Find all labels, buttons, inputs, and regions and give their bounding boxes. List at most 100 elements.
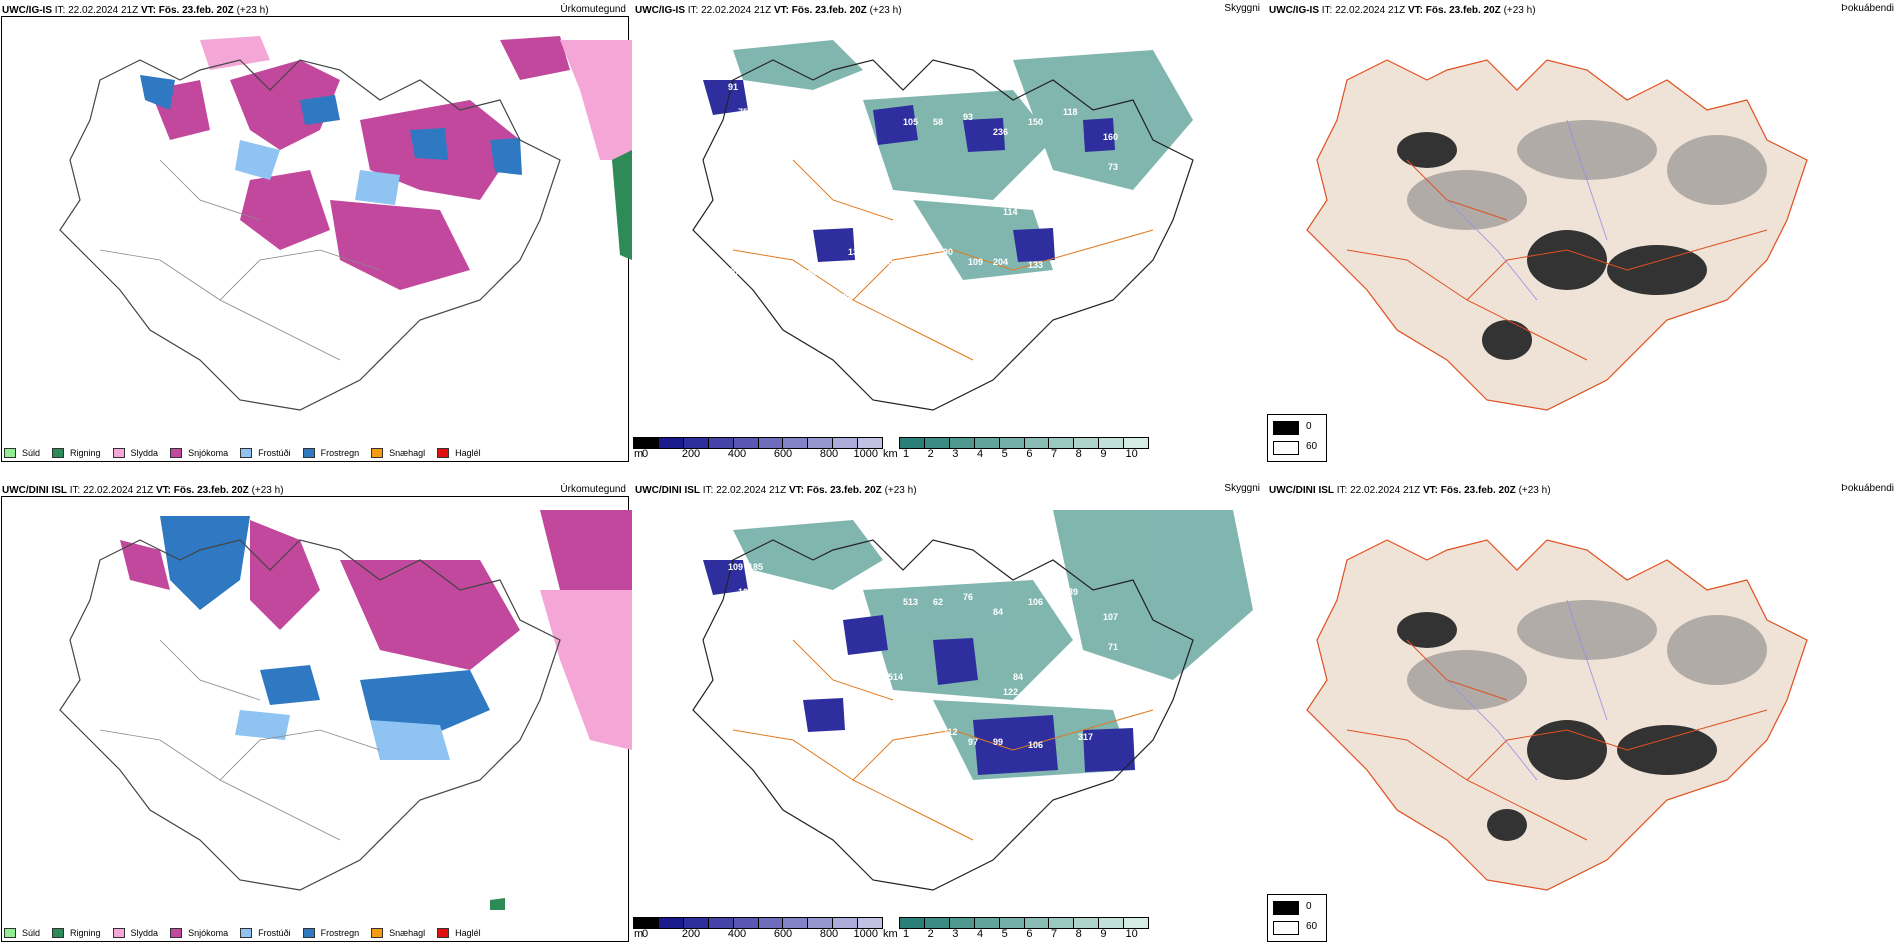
legend-item-sudl: Súld — [4, 928, 40, 938]
tick-label: 600 — [773, 448, 793, 460]
tick-label: 9 — [1100, 448, 1107, 460]
panel-header: UWC/DINI ISL IT: 22.02.2024 21Z VT: Fös.… — [635, 484, 1264, 498]
visibility-panel: UWC/DINI ISL IT: 22.02.2024 21Z VT: Fös.… — [633, 480, 1266, 950]
ceiling-low-areas — [703, 80, 1115, 262]
coastline — [692, 539, 1194, 891]
visibility-value-label: 97 — [968, 737, 978, 747]
road-network — [99, 639, 381, 841]
fog-map — [1306, 59, 1808, 411]
legend-label: Súld — [22, 928, 41, 938]
visibility-value-label: 227 — [848, 662, 863, 672]
field-name: Þokuábendi — [1841, 3, 1894, 14]
legend-swatch — [4, 928, 16, 938]
tick-label: 2 — [927, 448, 934, 460]
tick-label: 10 — [1125, 928, 1138, 940]
colorbar-cell — [1099, 918, 1125, 928]
vt-value: Fös. 23.feb. 20Z — [173, 485, 249, 496]
tick-label: 8 — [1075, 448, 1082, 460]
model-name: UWC/DINI ISL — [2, 485, 67, 496]
ceiling-unit: m — [634, 448, 644, 460]
island-fill — [1306, 539, 1808, 891]
colorbar-cell — [1049, 438, 1075, 448]
tick-label: 6 — [1026, 928, 1033, 940]
visibility-value-label: 105 — [878, 257, 893, 267]
tick-label: 4 — [976, 448, 984, 460]
precip-legend: Súld Rigning Slydda Snjókoma Frostúði Fr… — [4, 448, 481, 458]
visibility-value-label: 109 — [728, 562, 743, 572]
visibility-value-label: 97 — [1083, 677, 1093, 687]
tick-label: 1 — [902, 448, 910, 460]
legend-label: Súld — [22, 448, 41, 458]
tick-label: 3 — [952, 448, 959, 460]
ceiling-low-areas — [703, 560, 1135, 775]
visibility-value-label: 317 — [1078, 732, 1093, 742]
legend-swatch — [371, 928, 384, 938]
fog-dark-areas — [1397, 132, 1707, 360]
fog-legend: 0 60 — [1267, 894, 1327, 942]
visibility-value-label: 112 — [943, 727, 958, 737]
visibility-value-label: 52 — [1083, 197, 1093, 207]
legend-swatch — [1273, 421, 1299, 435]
legend-item-haglel: Haglél — [437, 448, 481, 458]
visibility-value-label: 84 — [993, 607, 1003, 617]
legend-label: Frostregn — [320, 928, 360, 938]
ceiling-colorbar — [633, 917, 883, 929]
coastline — [59, 59, 561, 411]
tick-label: 800 — [819, 448, 839, 460]
colorbar-cell — [924, 438, 950, 448]
lead-time: (+23 h) — [869, 5, 902, 16]
visibility-value-label: 145 — [768, 597, 783, 607]
visibility-value-label: 186 — [858, 672, 873, 682]
legend-item-frostregn: Frostregn — [302, 448, 359, 458]
panel-header: UWC/DINI ISL IT: 22.02.2024 21Z VT: Fös.… — [1269, 484, 1898, 498]
visibility-panel: UWC/IG-IS IT: 22.02.2024 21Z VT: Fös. 23… — [633, 0, 1266, 470]
visibility-value-label: 109 — [968, 257, 983, 267]
precip-drizzle-areas — [235, 140, 400, 205]
visibility-value-label: 93 — [963, 112, 973, 122]
legend-item-snjokoma: Snjókoma — [170, 448, 228, 458]
visibility-colorbar — [899, 437, 1149, 449]
visibility-value-label: 71 — [1108, 642, 1118, 652]
fog-mid-areas — [1407, 120, 1767, 230]
it-value: 22.02.2024 21Z — [1350, 485, 1421, 496]
it-label: IT: — [702, 485, 714, 496]
visibility-value-label: 105 — [768, 117, 783, 127]
precip-sleet-areas — [200, 36, 632, 160]
colorbar-cell — [733, 918, 759, 928]
panel-header: UWC/IG-IS IT: 22.02.2024 21Z VT: Fös. 23… — [1269, 4, 1898, 18]
colorbar-cell — [949, 438, 975, 448]
visibility-value-label: 62 — [933, 597, 943, 607]
legend-label: Snæhagl — [389, 448, 426, 458]
colorbar-cell — [900, 438, 925, 448]
precip-freeze-areas — [140, 75, 522, 175]
it-label: IT: — [1321, 5, 1333, 16]
visibility-value-label: 175 — [1078, 252, 1093, 262]
colorbar-cell — [999, 918, 1025, 928]
colorbar-cell — [783, 438, 809, 448]
ceiling-unit: m — [634, 928, 644, 940]
colorbar-cell — [833, 918, 859, 928]
panel-header: UWC/IG-IS IT: 22.02.2024 21Z VT: Fös. 23… — [2, 4, 630, 18]
river-network — [1446, 119, 1608, 301]
tick-label: 0 — [641, 448, 649, 460]
precip-drizzle-areas — [235, 710, 450, 760]
legend-swatch — [52, 928, 65, 938]
tick-label: 3 — [952, 928, 959, 940]
visibility-value-label: 82 — [1043, 282, 1053, 292]
visibility-value-label: 236 — [993, 127, 1008, 137]
precip-map — [59, 36, 632, 411]
visibility-value-label: 138 — [1013, 192, 1028, 202]
visibility-value-label: 232 — [758, 222, 773, 232]
lead-time: (+23 h) — [251, 485, 284, 496]
tick-label: 1 — [902, 928, 910, 940]
visibility-value-label: 99 — [993, 737, 1003, 747]
visibility-value-label: 91 — [778, 707, 788, 717]
legend-label: Haglél — [455, 448, 481, 458]
legend-label: Frostúði — [258, 928, 291, 938]
coastline — [59, 539, 561, 891]
field-name: Þokuábendi — [1841, 483, 1894, 494]
legend-label: Slydda — [130, 448, 159, 458]
legend-swatch — [371, 448, 384, 458]
colorbar-cell — [783, 918, 809, 928]
